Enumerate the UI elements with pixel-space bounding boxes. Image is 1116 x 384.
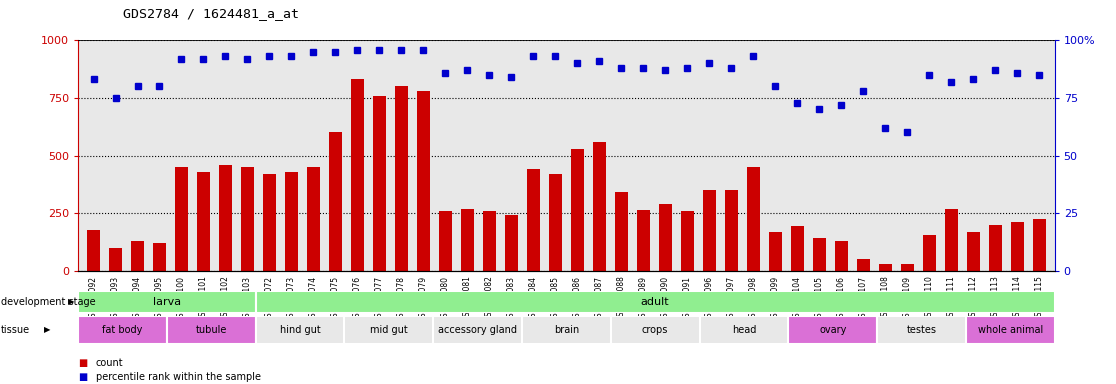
Bar	[461, 209, 474, 271]
Text: GDS2784 / 1624481_a_at: GDS2784 / 1624481_a_at	[123, 7, 299, 20]
Bar	[965, 316, 1055, 344]
Text: hind gut: hind gut	[280, 325, 320, 335]
Bar	[522, 316, 610, 344]
Bar	[345, 316, 433, 344]
Bar	[483, 211, 496, 271]
Text: larva: larva	[153, 297, 181, 307]
Bar	[549, 174, 562, 271]
Bar	[901, 264, 914, 271]
Bar	[989, 225, 1002, 271]
Bar	[700, 316, 788, 344]
Text: count: count	[96, 358, 124, 368]
Text: accessory gland: accessory gland	[439, 325, 517, 335]
Bar	[395, 86, 408, 271]
Bar	[167, 316, 256, 344]
Bar	[769, 232, 782, 271]
Bar	[615, 192, 628, 271]
Bar	[857, 259, 869, 271]
Text: ■: ■	[78, 372, 87, 382]
Bar	[527, 169, 540, 271]
Text: head: head	[732, 325, 757, 335]
Bar	[1011, 222, 1023, 271]
Text: ▶: ▶	[68, 297, 75, 306]
Bar	[1032, 219, 1046, 271]
Bar	[153, 243, 166, 271]
Bar	[241, 167, 254, 271]
Text: whole animal: whole animal	[978, 325, 1042, 335]
Text: percentile rank within the sample: percentile rank within the sample	[96, 372, 261, 382]
Bar	[329, 132, 341, 271]
Text: mid gut: mid gut	[369, 325, 407, 335]
Text: fat body: fat body	[103, 325, 143, 335]
Bar	[439, 211, 452, 271]
Bar	[923, 235, 936, 271]
Bar	[256, 316, 345, 344]
Bar	[307, 167, 320, 271]
Text: ▶: ▶	[44, 325, 50, 334]
Bar	[87, 230, 100, 271]
Bar	[681, 211, 694, 271]
Bar	[878, 264, 892, 271]
Bar	[78, 291, 256, 313]
Bar	[593, 142, 606, 271]
Text: ■: ■	[78, 358, 87, 368]
Bar	[812, 238, 826, 271]
Text: tissue: tissue	[1, 325, 30, 335]
Bar	[637, 210, 650, 271]
Bar	[196, 172, 210, 271]
Text: brain: brain	[554, 325, 579, 335]
Bar	[791, 226, 804, 271]
Text: adult: adult	[641, 297, 670, 307]
Text: crops: crops	[642, 325, 668, 335]
Bar	[877, 316, 965, 344]
Bar	[724, 190, 738, 271]
Bar	[504, 215, 518, 271]
Bar	[610, 316, 700, 344]
Bar	[966, 232, 980, 271]
Bar	[658, 204, 672, 271]
Bar	[416, 91, 430, 271]
Bar	[373, 96, 386, 271]
Bar	[219, 165, 232, 271]
Bar	[433, 316, 522, 344]
Bar	[944, 209, 958, 271]
Bar	[835, 241, 848, 271]
Text: development stage: development stage	[1, 297, 96, 307]
Bar	[285, 172, 298, 271]
Bar	[788, 316, 877, 344]
Bar	[78, 316, 167, 344]
Bar	[747, 167, 760, 271]
Bar	[256, 291, 1055, 313]
Bar	[703, 190, 716, 271]
Bar	[131, 241, 144, 271]
Text: ovary: ovary	[819, 325, 846, 335]
Text: testes: testes	[906, 325, 936, 335]
Text: tubule: tubule	[195, 325, 227, 335]
Bar	[570, 149, 584, 271]
Bar	[350, 79, 364, 271]
Bar	[175, 167, 189, 271]
Bar	[109, 248, 122, 271]
Bar	[263, 174, 276, 271]
